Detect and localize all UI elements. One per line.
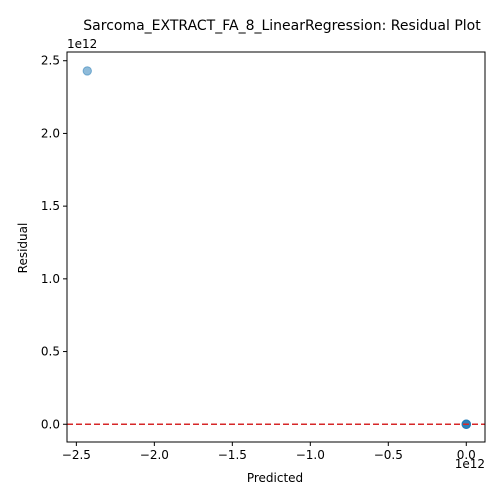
y-axis-label: Residual xyxy=(16,223,30,274)
x-tick-label-0: −2.5 xyxy=(62,448,91,462)
y-tick-label-5: 2.5 xyxy=(41,54,60,68)
x-tick-label-5: 0.0 xyxy=(457,448,476,462)
axes-frame xyxy=(66,51,486,443)
y-tick-label-2: 1.0 xyxy=(41,272,60,286)
y-axis: 0.0 0.5 1.0 1.5 2.0 2.5 xyxy=(41,54,67,431)
y-tick-label-3: 1.5 xyxy=(41,199,60,213)
chart-title: Sarcoma_EXTRACT_FA_8_LinearRegression: R… xyxy=(83,18,481,34)
x-tick-label-4: −0.5 xyxy=(374,448,403,462)
x-tick-label-2: −1.5 xyxy=(218,448,247,462)
x-tick-label-3: −1.0 xyxy=(296,448,325,462)
y-tick-label-1: 0.5 xyxy=(41,345,60,359)
y-offset-label: 1e12 xyxy=(67,37,97,51)
scatter-point-0 xyxy=(82,66,92,76)
x-axis-label: Predicted xyxy=(247,471,303,485)
x-axis: −2.5 −2.0 −1.5 −1.0 −0.5 0.0 xyxy=(62,442,476,462)
scatter-points xyxy=(82,66,471,429)
x-tick-label-1: −2.0 xyxy=(140,448,169,462)
y-tick-label-4: 2.0 xyxy=(41,126,60,140)
x-offset-label: 1e12 xyxy=(455,457,485,471)
y-tick-label-0: 0.0 xyxy=(41,417,60,431)
